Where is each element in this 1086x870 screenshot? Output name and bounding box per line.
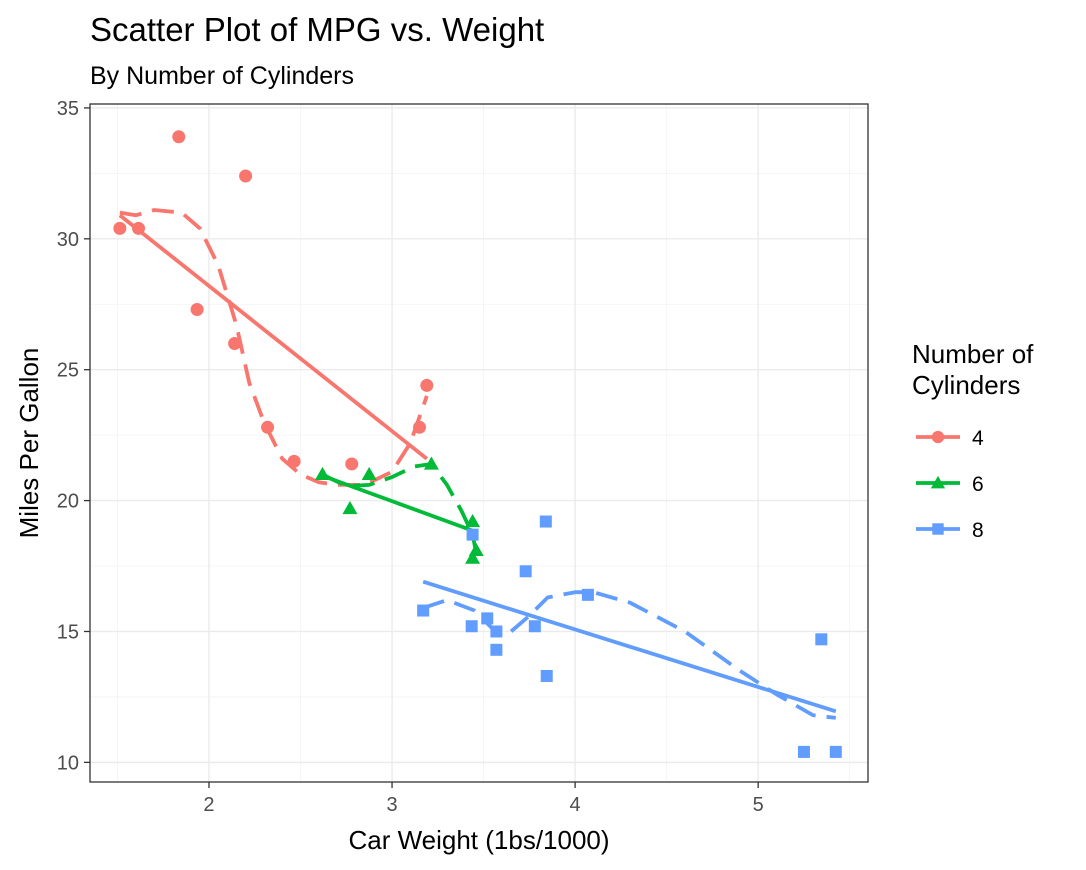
data-point-cyl-4 <box>345 457 359 471</box>
data-point-cyl-8 <box>490 643 503 656</box>
data-point-cyl-8 <box>465 620 478 633</box>
data-point-cyl-8 <box>417 604 430 617</box>
data-point-cyl-6 <box>465 514 481 528</box>
y-tick-label: 35 <box>57 98 79 120</box>
x-tick-label: 4 <box>570 794 581 816</box>
legend-title-line-1: Number of <box>912 339 1034 369</box>
data-point-cyl-4 <box>413 420 427 434</box>
legend-key-marker-cyl-8 <box>932 523 944 535</box>
data-point-cyl-6 <box>361 466 377 481</box>
data-point-cyl-4 <box>228 337 242 351</box>
data-point-cyl-8 <box>528 620 541 633</box>
data-point-cyl-6 <box>423 456 439 470</box>
legend-key-marker-cyl-6 <box>930 475 946 489</box>
data-point-cyl-6 <box>465 550 481 564</box>
y-tick-label: 20 <box>57 491 79 513</box>
data-point-cyl-8 <box>490 625 503 638</box>
data-point-cyl-6 <box>314 466 330 481</box>
data-point-cyl-8 <box>581 588 594 601</box>
legend-key-marker-cyl-4 <box>931 430 945 444</box>
data-point-cyl-8 <box>539 515 552 528</box>
linear-fit-line-cyl-4 <box>118 213 429 461</box>
data-point-cyl-4 <box>172 130 186 144</box>
data-point-cyl-4 <box>287 454 301 468</box>
data-point-cyl-4 <box>113 221 127 235</box>
gridlines <box>90 104 868 782</box>
linear-fit-line-cyl-6 <box>321 473 477 534</box>
x-axis-title: Car Weight (1bs/1000) <box>348 825 609 855</box>
legend-label-cyl-6: 6 <box>972 473 984 496</box>
data-point-cyl-4 <box>132 221 146 235</box>
y-tick-label: 15 <box>57 621 79 643</box>
x-tick-label: 3 <box>386 794 397 816</box>
chart-subtitle: By Number of Cylinders <box>90 62 354 90</box>
plot-panel <box>90 104 868 782</box>
y-axis-title: Miles Per Gallon <box>14 348 44 539</box>
data-points <box>113 130 842 758</box>
data-point-cyl-4 <box>239 169 253 183</box>
axis-ticks: 2 3 4 5 10 15 20 25 30 35 <box>57 98 764 816</box>
data-point-cyl-8 <box>797 745 810 758</box>
data-point-cyl-8 <box>829 745 842 758</box>
legend-title-line-2: Cylinders <box>912 370 1020 400</box>
y-tick-label: 10 <box>57 752 79 774</box>
data-point-cyl-8 <box>815 633 828 646</box>
data-point-cyl-6 <box>468 542 484 556</box>
linear-fit-line-cyl-8 <box>422 579 837 714</box>
data-point-cyl-8 <box>540 669 553 682</box>
legend-label-cyl-4: 4 <box>972 427 984 450</box>
y-tick-label: 25 <box>57 360 79 382</box>
x-tick-label: 2 <box>203 794 214 816</box>
x-tick-label: 5 <box>753 794 764 816</box>
legend: Number of Cylinders 4 6 8 <box>912 339 1034 542</box>
legend-label-cyl-8: 8 <box>972 519 984 542</box>
panel-border <box>89 103 869 783</box>
data-point-cyl-6 <box>342 500 358 515</box>
data-point-cyl-8 <box>466 528 479 541</box>
chart-title: Scatter Plot of MPG vs. Weight <box>90 11 544 48</box>
data-point-cyl-4 <box>190 302 204 316</box>
loess-fit-line-cyl-4 <box>119 208 429 487</box>
data-point-cyl-4 <box>261 420 275 434</box>
data-point-cyl-8 <box>481 612 494 625</box>
loess-fit-line-cyl-6 <box>321 462 479 554</box>
fit-lines <box>118 208 837 720</box>
y-tick-label: 30 <box>57 229 79 251</box>
data-point-cyl-8 <box>519 565 532 578</box>
loess-fit-line-cyl-8 <box>422 590 836 720</box>
data-point-cyl-4 <box>420 378 434 392</box>
